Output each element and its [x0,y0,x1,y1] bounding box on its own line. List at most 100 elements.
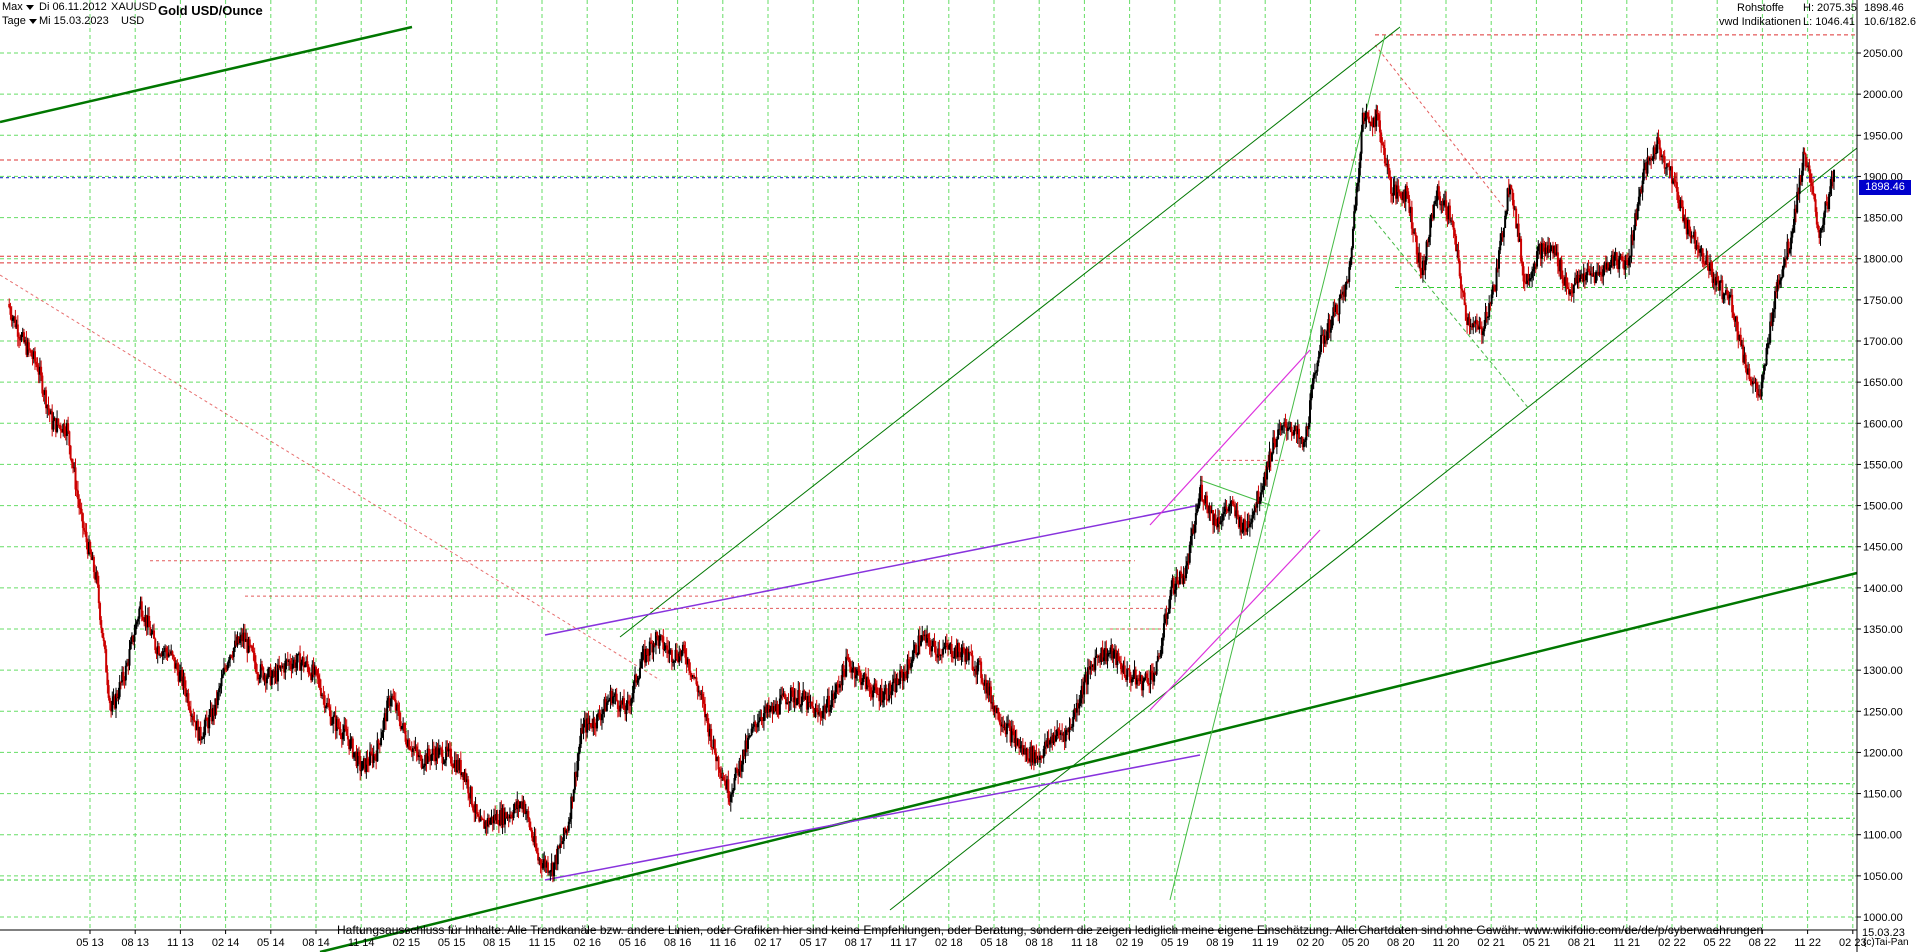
candle-body [1124,676,1127,681]
candle-body [1604,263,1607,270]
candle-body [657,635,660,646]
end-date-label: 15.03.23 [1862,927,1905,939]
candle-body [1246,521,1249,532]
candle-body [1046,738,1049,747]
candle-body [819,712,822,716]
candle-body [1094,657,1097,671]
candle-body [638,668,641,678]
candle-body [1122,665,1125,673]
candle-body [1544,247,1547,255]
candle-body [1054,736,1057,742]
candle-body [1229,504,1232,507]
candle-body [307,666,310,674]
candle-body [1567,289,1570,295]
candle-body [1228,506,1231,512]
candle-body [388,698,391,707]
candle-body [1623,260,1626,270]
candle-body [288,660,291,662]
candle-body [813,707,816,718]
range-dropdown[interactable]: Max [2,1,34,14]
y-tick-label: 2000.00 [1863,89,1903,101]
candle-body [1182,575,1185,584]
candle-body [1632,229,1635,241]
candle-body [465,779,468,783]
candle-body [1418,252,1421,263]
candle-body [376,740,379,762]
candle-body [1047,738,1050,745]
candle-body [96,572,99,585]
candle-body [934,646,937,655]
candle-body [1596,271,1599,273]
interval-dropdown[interactable]: Tage [2,15,37,28]
candle-body [451,763,454,767]
candle-body [701,693,704,700]
candle-body [821,710,824,718]
candle-body [511,817,514,819]
candle-body [499,810,502,826]
candle-body [300,662,303,671]
candle-body [1650,158,1653,160]
candle-body [286,659,289,662]
candle-body [1796,191,1799,213]
candle-body [1105,647,1108,662]
candle-body [503,812,506,825]
candle-body [259,664,262,678]
candle-body [448,748,451,750]
x-tick-label: 11 22 [1794,937,1821,949]
candle-body [1112,651,1115,659]
candle-body [1219,521,1222,524]
candle-body [362,758,365,762]
candle-body [426,748,429,764]
candle-body [1100,647,1103,662]
candle-body [1733,317,1736,322]
candle-body [567,821,570,831]
candle-body [1718,280,1721,291]
candle-body [1078,703,1081,709]
candle-body [967,652,970,661]
candle-body [1354,205,1357,212]
candle-body [1434,200,1437,205]
candle-body [1765,347,1768,365]
candle-body [1818,229,1821,238]
candle-body [518,805,521,809]
candle-body [911,659,914,664]
candle-body [998,719,1001,723]
candle-body [625,703,628,715]
candle-body [1640,189,1643,193]
candle-body [170,651,173,654]
candle-body [1014,738,1017,744]
candle-body [111,700,114,712]
candle-body [87,541,90,555]
candle-body [759,717,762,721]
candle-body [587,718,590,724]
candle-body [302,657,305,668]
candle-body [1426,241,1429,243]
candle-body [632,681,635,694]
candle-body [164,647,167,651]
candle-body [755,724,758,728]
candle-body [1388,170,1391,177]
candle-body [157,646,160,655]
candle-body [46,405,49,409]
candle-body [1216,517,1219,528]
candle-body [1328,319,1331,333]
candle-body [473,810,476,813]
candle-body [1691,236,1694,238]
candle-body [1306,426,1309,430]
source-label: vwd Indikationen [1719,16,1801,28]
candle-body [1445,200,1448,216]
candle-body [904,671,907,674]
candle-body [1278,429,1281,431]
candle-body [607,701,610,703]
candle-body [31,356,34,360]
candle-body [159,654,162,656]
candle-body [700,693,703,695]
candle-body [629,703,632,706]
candle-body [427,748,430,757]
candle-body [839,684,842,688]
candle-body [327,702,330,707]
candle-body [1170,586,1173,597]
candle-body [189,710,192,717]
candle-body [416,751,419,758]
candle-body [1175,576,1178,590]
